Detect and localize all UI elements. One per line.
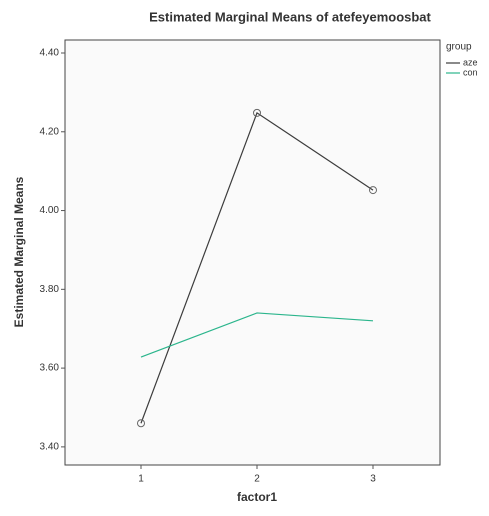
y-tick-label: 4.20 [40,126,60,137]
plot-area [64,39,441,466]
point-marker [369,186,377,195]
point-marker [137,419,145,428]
x-axis-label: factor1 [237,490,277,504]
series-line [140,312,374,358]
x-tick-label: 2 [254,474,260,485]
y-tick-label: 4.40 [40,48,60,59]
x-tick-label: 1 [138,474,144,485]
x-tick-label: 3 [370,474,376,485]
y-tick-label: 3.60 [40,363,60,374]
legend-label: aze [463,57,478,67]
y-tick-label: 3.40 [40,442,60,453]
series-line [140,111,374,424]
point-marker [253,108,261,117]
y-axis-label: Estimated Marginal Means [12,176,26,327]
legend-label: con [463,67,478,77]
chart-title: Estimated Marginal Means of atefeyemoosb… [149,9,431,24]
y-tick-label: 4.00 [40,205,60,216]
legend-title: group [446,42,472,53]
y-tick-label: 3.80 [40,284,60,295]
